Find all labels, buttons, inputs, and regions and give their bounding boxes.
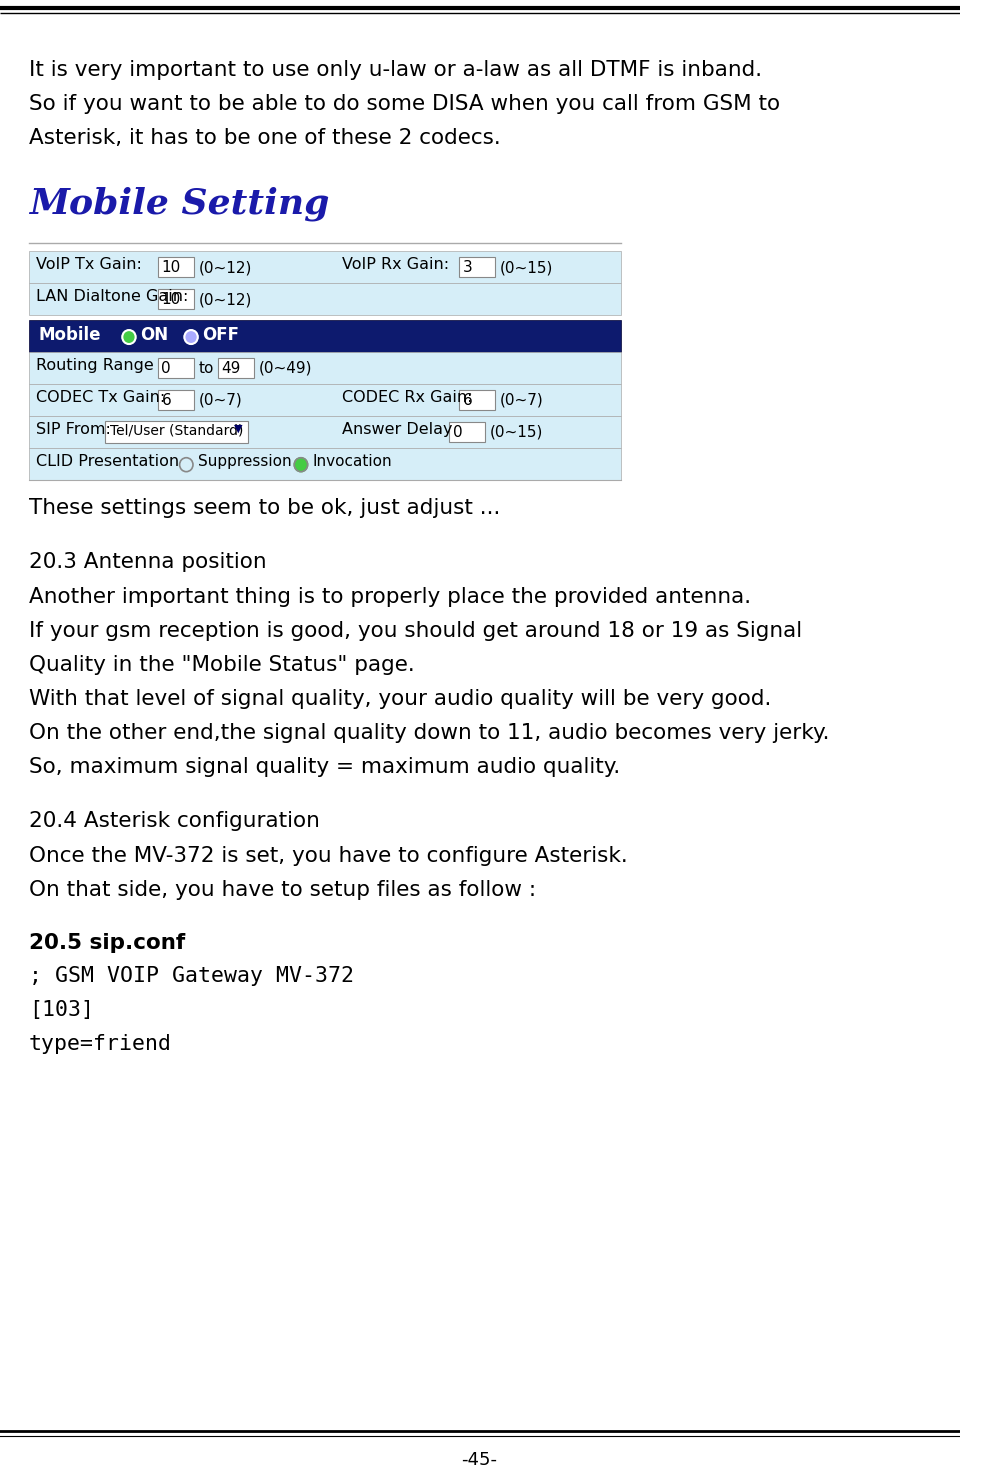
Text: VoIP Rx Gain:: VoIP Rx Gain:: [342, 258, 449, 273]
Text: Mobile Setting: Mobile Setting: [29, 187, 329, 221]
Text: -45-: -45-: [461, 1451, 497, 1469]
Circle shape: [123, 330, 136, 345]
Text: On the other end,the signal quality down to 11, audio becomes very jerky.: On the other end,the signal quality down…: [29, 723, 829, 742]
FancyBboxPatch shape: [158, 390, 194, 409]
Text: 20.3 Antenna position: 20.3 Antenna position: [29, 552, 266, 573]
Text: 10: 10: [162, 292, 181, 308]
Circle shape: [294, 458, 308, 471]
FancyBboxPatch shape: [158, 289, 194, 309]
FancyBboxPatch shape: [29, 252, 621, 283]
FancyBboxPatch shape: [29, 448, 621, 480]
Text: 0: 0: [162, 361, 171, 376]
Text: 20.5 sip.conf: 20.5 sip.conf: [29, 934, 185, 953]
Text: to: to: [199, 361, 214, 376]
Text: (0~7): (0~7): [499, 393, 544, 408]
Text: VoIP Tx Gain:: VoIP Tx Gain:: [36, 258, 142, 273]
Text: Asterisk, it has to be one of these 2 codecs.: Asterisk, it has to be one of these 2 co…: [29, 128, 500, 147]
Text: ; GSM VOIP Gateway MV-372: ; GSM VOIP Gateway MV-372: [29, 966, 354, 987]
Text: With that level of signal quality, your audio quality will be very good.: With that level of signal quality, your …: [29, 689, 771, 709]
Text: SIP From:: SIP From:: [36, 421, 112, 437]
FancyBboxPatch shape: [458, 258, 494, 277]
Text: type=friend: type=friend: [29, 1034, 172, 1055]
Text: 0: 0: [453, 424, 462, 440]
Text: 3: 3: [462, 261, 472, 275]
Text: CODEC Rx Gain:: CODEC Rx Gain:: [342, 390, 472, 405]
Text: 10: 10: [162, 261, 181, 275]
Text: If your gsm reception is good, you should get around 18 or 19 as Signal: If your gsm reception is good, you shoul…: [29, 622, 802, 641]
Text: 6: 6: [162, 393, 171, 408]
FancyBboxPatch shape: [158, 358, 194, 379]
Text: Routing Range: Routing Range: [36, 358, 154, 373]
FancyBboxPatch shape: [29, 384, 621, 415]
Text: Tel/User (Standard): Tel/User (Standard): [110, 424, 243, 437]
Text: Once the MV-372 is set, you have to configure Asterisk.: Once the MV-372 is set, you have to conf…: [29, 846, 627, 866]
Text: (0~15): (0~15): [499, 261, 553, 275]
Text: So if you want to be able to do some DISA when you call from GSM to: So if you want to be able to do some DIS…: [29, 94, 780, 113]
FancyBboxPatch shape: [158, 258, 194, 277]
FancyBboxPatch shape: [29, 352, 621, 384]
Text: (0~12): (0~12): [199, 292, 252, 308]
Text: These settings seem to be ok, just adjust ...: These settings seem to be ok, just adjus…: [29, 498, 500, 517]
FancyBboxPatch shape: [218, 358, 254, 379]
Text: ▼: ▼: [234, 424, 242, 435]
Text: CODEC Tx Gain:: CODEC Tx Gain:: [36, 390, 166, 405]
Text: Suppression: Suppression: [198, 454, 291, 468]
Text: On that side, you have to setup files as follow :: On that side, you have to setup files as…: [29, 879, 536, 900]
Text: (0~15): (0~15): [490, 424, 544, 440]
Text: So, maximum signal quality = maximum audio quality.: So, maximum signal quality = maximum aud…: [29, 757, 620, 776]
Text: 20.4 Asterisk configuration: 20.4 Asterisk configuration: [29, 810, 320, 831]
Text: 6: 6: [462, 393, 472, 408]
Circle shape: [184, 330, 198, 345]
FancyBboxPatch shape: [29, 415, 621, 448]
Text: (0~12): (0~12): [199, 261, 252, 275]
Text: Another important thing is to properly place the provided antenna.: Another important thing is to properly p…: [29, 588, 751, 607]
Text: CLID Presentation: CLID Presentation: [36, 454, 180, 468]
FancyBboxPatch shape: [458, 390, 494, 409]
Text: 49: 49: [222, 361, 241, 376]
FancyBboxPatch shape: [29, 283, 621, 315]
Text: LAN Dialtone Gain:: LAN Dialtone Gain:: [36, 289, 189, 305]
Text: Quality in the "Mobile Status" page.: Quality in the "Mobile Status" page.: [29, 655, 414, 675]
Text: ON: ON: [141, 326, 169, 345]
Text: (0~49): (0~49): [259, 361, 313, 376]
FancyBboxPatch shape: [106, 421, 248, 443]
FancyBboxPatch shape: [449, 421, 485, 442]
Text: [103]: [103]: [29, 1000, 93, 1021]
Text: OFF: OFF: [203, 326, 239, 345]
Circle shape: [180, 458, 193, 471]
Text: (0~7): (0~7): [199, 393, 242, 408]
Text: Mobile: Mobile: [38, 326, 100, 345]
FancyBboxPatch shape: [29, 320, 621, 352]
Text: It is very important to use only u-law or a-law as all DTMF is inband.: It is very important to use only u-law o…: [29, 60, 762, 80]
Text: Invocation: Invocation: [313, 454, 392, 468]
Text: Answer Delay: Answer Delay: [342, 421, 452, 437]
